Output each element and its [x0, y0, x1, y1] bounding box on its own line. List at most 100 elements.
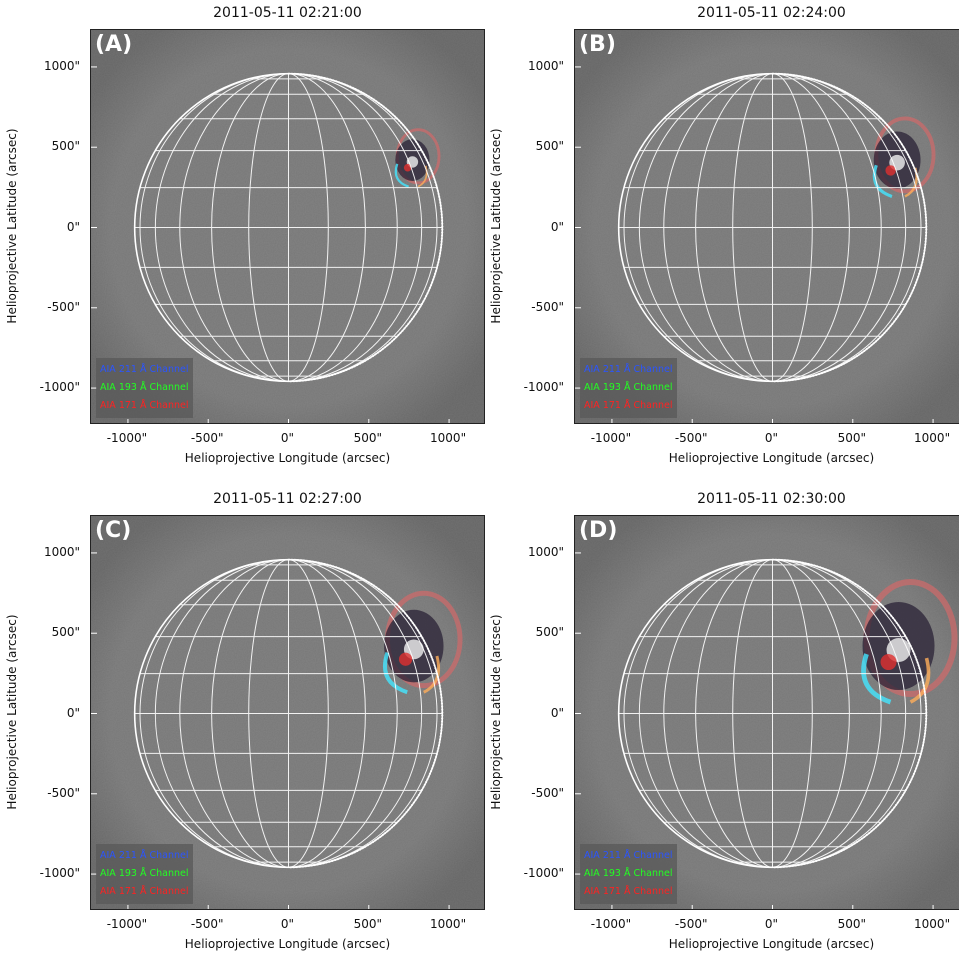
panel-letter: (D)	[579, 518, 618, 543]
x-axis-label: Helioprojective Longitude (arcsec)	[668, 451, 875, 465]
longitude-line	[732, 559, 773, 868]
y-tick-label: -1000"	[39, 380, 80, 395]
y-tick-label: 1000"	[43, 58, 80, 73]
y-tick-label: -1000"	[523, 866, 564, 881]
longitude-line	[772, 559, 922, 868]
x-tick-label: -1000"	[590, 431, 632, 445]
longitude-line	[179, 559, 289, 868]
panel-d: 2011-05-11 02:30:00 (D) AIA 211 Å Channe…	[484, 486, 959, 956]
longitude-line	[288, 73, 398, 382]
y-tick-label: 0"	[550, 219, 564, 234]
longitude-line	[623, 559, 773, 868]
panel-letter: (B)	[579, 32, 616, 57]
image-axes: (D) AIA 211 Å Channel AIA 193 Å Channel …	[574, 515, 959, 910]
longitude-line	[248, 559, 289, 868]
y-tick-label: 1000"	[43, 544, 80, 559]
x-tick-label: 500"	[353, 431, 382, 445]
x-tick-label: 0"	[280, 431, 295, 445]
x-tick-label: -500"	[190, 917, 224, 931]
longitude-line	[772, 559, 907, 868]
longitude-line	[663, 559, 773, 868]
x-tick-label: 500"	[837, 431, 866, 445]
coordinate-grid	[618, 559, 927, 868]
x-axis-label: Helioprojective Longitude (arcsec)	[668, 937, 875, 951]
longitude-line	[288, 73, 329, 382]
x-tick-label: -500"	[674, 917, 708, 931]
coordinate-grid	[134, 73, 443, 382]
y-tick-label: 500"	[535, 625, 564, 640]
y-tick-label: -1000"	[39, 866, 80, 881]
legend-193: AIA 193 Å Channel	[584, 382, 673, 393]
image-axes: (B) AIA 211 Å Channel AIA 193 Å Channel …	[574, 29, 959, 424]
longitude-line	[638, 559, 773, 868]
panel-title: 2011-05-11 02:27:00	[213, 491, 362, 507]
panel-b: 2011-05-11 02:24:00 (B) AIA 211 Å Channe…	[484, 0, 959, 470]
y-tick-label: 1000"	[527, 58, 564, 73]
channel-legend: AIA 211 Å Channel AIA 193 Å Channel AIA …	[580, 844, 677, 904]
legend-171: AIA 171 Å Channel	[584, 400, 673, 411]
y-tick-label: -1000"	[523, 380, 564, 395]
x-tick-label: 0"	[280, 917, 295, 931]
panel-title: 2011-05-11 02:21:00	[213, 5, 362, 21]
longitude-line	[772, 559, 850, 868]
longitude-line	[623, 73, 773, 382]
legend-193: AIA 193 Å Channel	[584, 868, 673, 879]
x-tick-label: -1000"	[106, 431, 148, 445]
legend-171: AIA 171 Å Channel	[584, 886, 673, 897]
y-tick-label: -500"	[531, 299, 564, 314]
longitude-line	[638, 73, 773, 382]
y-tick-label: 0"	[550, 705, 564, 720]
longitude-line	[772, 73, 922, 382]
x-tick-label: 0"	[764, 431, 779, 445]
longitude-line	[772, 73, 882, 382]
x-tick-label: 500"	[837, 917, 866, 931]
x-tick-label: 500"	[353, 917, 382, 931]
y-tick-label: -500"	[531, 785, 564, 800]
solar-limb	[133, 72, 444, 383]
y-tick-label: -500"	[47, 785, 80, 800]
coordinate-grid	[618, 73, 927, 382]
legend-211: AIA 211 Å Channel	[584, 850, 673, 861]
coordinate-grid	[134, 559, 443, 868]
solar-disk-image	[91, 516, 484, 909]
x-tick-label: -500"	[674, 431, 708, 445]
channel-legend: AIA 211 Å Channel AIA 193 Å Channel AIA …	[96, 844, 193, 904]
panel-c: 2011-05-11 02:27:00 (C) AIA 211 Å Channe…	[0, 486, 485, 956]
solar-disk-image	[91, 30, 484, 423]
longitude-line	[772, 559, 882, 868]
legend-171: AIA 171 Å Channel	[100, 400, 189, 411]
x-axis-label: Helioprojective Longitude (arcsec)	[184, 937, 391, 951]
longitude-line	[732, 73, 773, 382]
panel-title: 2011-05-11 02:30:00	[697, 491, 846, 507]
solar-limb	[133, 558, 444, 869]
longitude-line	[772, 73, 850, 382]
y-tick-label: 500"	[535, 139, 564, 154]
y-tick-label: 0"	[66, 705, 80, 720]
longitude-line	[663, 73, 773, 382]
x-tick-label: 0"	[764, 917, 779, 931]
solar-disk-image	[575, 516, 959, 909]
x-tick-label: 1000"	[914, 917, 951, 931]
legend-211: AIA 211 Å Channel	[100, 364, 189, 375]
x-tick-label: -1000"	[106, 917, 148, 931]
longitude-line	[288, 559, 366, 868]
longitude-line	[288, 559, 438, 868]
longitude-line	[772, 73, 813, 382]
x-tick-label: -500"	[190, 431, 224, 445]
legend-193: AIA 193 Å Channel	[100, 868, 189, 879]
longitude-line	[288, 73, 438, 382]
y-tick-label: -500"	[47, 299, 80, 314]
legend-193: AIA 193 Å Channel	[100, 382, 189, 393]
x-tick-label: -1000"	[590, 917, 632, 931]
image-axes: (C) AIA 211 Å Channel AIA 193 Å Channel …	[90, 515, 485, 910]
noise-texture	[91, 516, 484, 909]
longitude-line	[695, 73, 773, 382]
solar-disk-image	[575, 30, 959, 423]
panel-title: 2011-05-11 02:24:00	[697, 5, 846, 21]
panel-letter: (C)	[95, 518, 132, 543]
longitude-line	[211, 559, 289, 868]
panel-letter: (A)	[95, 32, 133, 57]
x-tick-label: 1000"	[430, 431, 467, 445]
longitude-line	[772, 73, 907, 382]
